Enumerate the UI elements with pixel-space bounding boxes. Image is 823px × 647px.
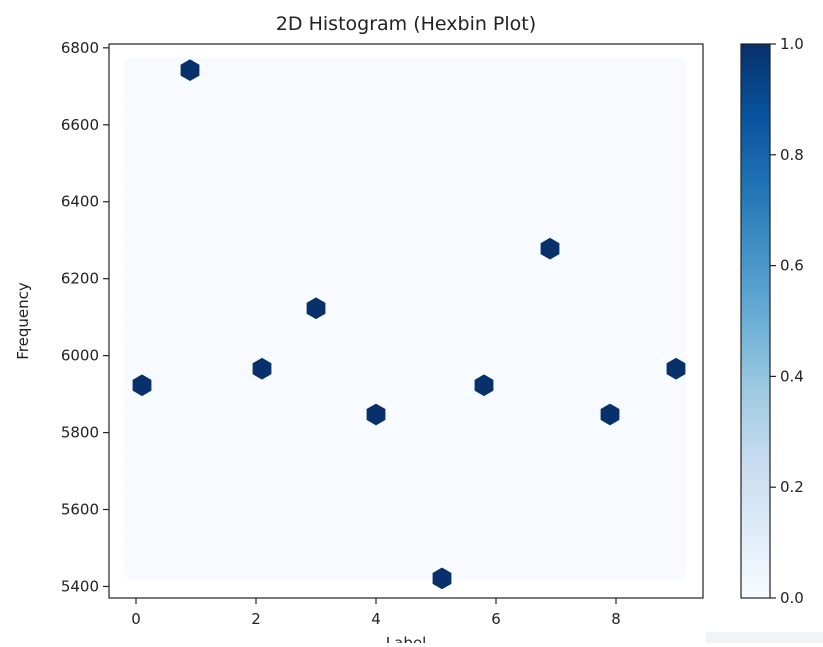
hexbin-cell: [132, 374, 152, 397]
hexbin-empty-cells: [123, 57, 686, 580]
hexbin-cell-empty: [552, 556, 569, 577]
hexbin-cell-empty: [287, 556, 304, 577]
hexbin-cell: [432, 567, 452, 590]
hexbin-cell-empty: [583, 556, 600, 577]
colorbar-tick-label: 0.2: [780, 478, 804, 496]
x-tick-label: 2: [251, 610, 261, 628]
y-tick-label: 5600: [61, 501, 99, 519]
colorbar-tick-label: 0.6: [780, 257, 804, 275]
hexbin-cell-empty: [240, 556, 257, 577]
hexbin-cell-empty: [567, 556, 585, 577]
hexbin-cell-empty: [521, 556, 538, 577]
hexbin-cell-empty: [209, 556, 226, 577]
colorbar-tick-label: 0.8: [780, 146, 804, 164]
hexbin-cell-empty: [474, 556, 491, 577]
hexbin-cell: [252, 357, 272, 380]
hexbin-cell: [600, 403, 620, 426]
y-axis-label: Frequency: [14, 282, 32, 360]
hexbin-cell-empty: [224, 556, 242, 577]
y-tick-label: 6800: [61, 39, 99, 57]
hexbin-cell-empty: [271, 556, 289, 577]
hexbin-cell-empty: [349, 556, 367, 577]
hexbin-cell-empty: [318, 556, 335, 577]
hexbin-cell-empty: [146, 556, 164, 577]
hexbin-cell-empty: [256, 556, 273, 577]
colorbar-tick-label: 1.0: [780, 35, 804, 53]
hexbin-cell-empty: [333, 556, 351, 577]
colorbar-tick-label: 0.0: [780, 589, 804, 607]
y-tick-label: 6600: [61, 116, 99, 134]
x-tick-label: 6: [491, 610, 501, 628]
hexbin-cell-empty: [178, 556, 195, 577]
hexbin-cell-empty: [458, 556, 476, 577]
x-tick-label: 4: [371, 610, 381, 628]
hexbin-cell-empty: [380, 556, 398, 577]
hexbin-cell-empty: [302, 556, 320, 577]
y-tick-label: 6400: [61, 193, 99, 211]
colorbar-tick-label: 0.4: [780, 367, 804, 385]
plot-frame: [108, 43, 704, 599]
hexbin-cell: [540, 237, 560, 260]
y-tick-label: 6000: [61, 347, 99, 365]
corner-overlay: [706, 632, 823, 643]
hexbin-cell-empty: [614, 556, 632, 577]
hexbin-cell: [666, 357, 686, 380]
hexbin-cell-empty: [661, 556, 678, 577]
hexbin-cell-empty: [411, 556, 429, 577]
hexbin-cell: [366, 403, 386, 426]
hexbin-cell: [180, 59, 200, 82]
y-tick-label: 5400: [61, 577, 99, 595]
hexbin-cell-empty: [536, 556, 554, 577]
hexbin-cell-empty: [630, 556, 647, 577]
x-axis-label: Label: [386, 634, 426, 643]
hexbin-data-cells: [132, 59, 686, 590]
hexbin-cell: [306, 297, 326, 320]
y-tick-label: 5800: [61, 424, 99, 442]
x-tick-label: 8: [611, 610, 621, 628]
hexbin-cell-empty: [645, 556, 663, 577]
hexbin-cell-empty: [162, 556, 180, 577]
hexbin-cell-empty: [598, 556, 616, 577]
hexbin-cell-empty: [396, 556, 413, 577]
hexbin-cell: [474, 374, 494, 397]
x-tick-label: 0: [131, 610, 141, 628]
hexbin-cell-empty: [365, 556, 382, 577]
hexbin-cell-empty: [193, 556, 211, 577]
chart-title: 2D Histogram (Hexbin Plot): [276, 13, 536, 35]
y-tick-label: 6200: [61, 270, 99, 288]
colorbar: [740, 43, 771, 599]
hexbin-cell-empty: [489, 556, 507, 577]
hexbin-cell-empty: [505, 556, 523, 577]
hexbin-cell-empty: [131, 556, 148, 577]
